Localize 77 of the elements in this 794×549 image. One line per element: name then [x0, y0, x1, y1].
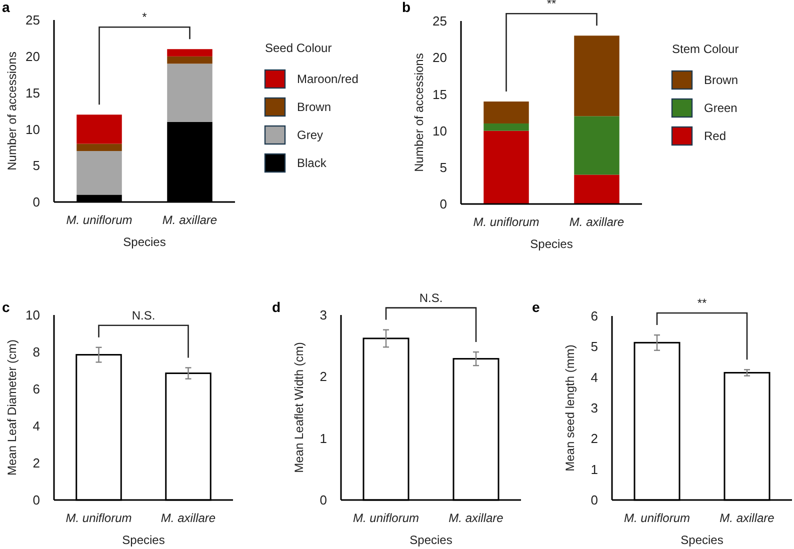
- x-tick-label: M. uniflorum: [352, 511, 420, 525]
- bar: [76, 114, 122, 144]
- y-tick-label: 0: [320, 492, 327, 508]
- chart-title: b: [402, 0, 411, 15]
- legend-label: Grey: [297, 128, 324, 142]
- x-tick-label: M. uniflorum: [66, 213, 132, 227]
- y-axis-title: Number of accessions: [5, 52, 19, 170]
- y-tick-label: 0: [32, 492, 40, 508]
- x-tick-label: M. axillare: [720, 511, 775, 525]
- y-tick-label: 25: [432, 14, 447, 29]
- text: N.S.: [419, 290, 443, 305]
- legend-label: Brown: [704, 73, 738, 88]
- annotation: N.S.: [132, 308, 156, 322]
- bar: [574, 116, 620, 175]
- y-tick-label: 20: [432, 50, 447, 66]
- y-tick-label: 5: [32, 158, 40, 174]
- x-axis-title: Species: [410, 533, 452, 547]
- x-tick-label: M. uniflorum: [624, 511, 690, 525]
- y-axis-title: Mean seed length (mm): [563, 344, 577, 472]
- bar: [167, 49, 212, 56]
- annotation: *: [142, 10, 148, 24]
- y-tick-label: 0: [440, 196, 447, 212]
- bar: [167, 56, 212, 64]
- y-tick-label: 15: [432, 86, 447, 102]
- legend-label: Red: [704, 129, 726, 144]
- y-tick-label: 0: [32, 194, 40, 210]
- chart-title: c: [2, 299, 10, 315]
- chart-title: d: [272, 299, 281, 315]
- x-axis-title: Species: [122, 533, 165, 547]
- bar: [76, 144, 122, 152]
- y-tick-label: 5: [440, 160, 447, 175]
- y-tick-label: 20: [26, 48, 40, 64]
- y-tick-label: 6: [32, 382, 40, 397]
- y-tick-label: 2: [320, 369, 327, 384]
- x-tick-label: M. uniflorum: [66, 511, 132, 525]
- x-tick-label: M. axillare: [162, 213, 218, 227]
- legend-label: Black: [297, 156, 328, 170]
- y-tick-label: 6: [590, 308, 598, 324]
- y-tick-label: 3: [590, 400, 598, 416]
- bar: [484, 130, 529, 204]
- chart-title: a: [2, 0, 10, 15]
- y-tick-label: 2: [32, 456, 40, 471]
- bar: [76, 151, 122, 195]
- y-tick-label: 15: [26, 85, 40, 100]
- y-axis-title: Mean Leaflet Width (cm): [292, 342, 306, 473]
- y-tick-label: 1: [590, 462, 598, 477]
- x-tick-label: M. axillare: [448, 511, 504, 525]
- legend-title: Seed Colour: [265, 41, 332, 55]
- y-axis-title: Mean Leaf Diameter (cm): [5, 339, 19, 476]
- legend-label: Green: [704, 101, 738, 116]
- x-tick-label: M. axillare: [160, 511, 216, 525]
- bar: [484, 102, 529, 124]
- y-tick-label: 3: [320, 308, 327, 323]
- y-tick-label: 4: [590, 370, 598, 385]
- y-tick-label: 0: [590, 492, 598, 508]
- text: **: [697, 296, 707, 310]
- y-tick-label: 5: [590, 339, 598, 354]
- legend-label: Maroon/red: [297, 72, 358, 86]
- y-tick-label: 10: [26, 308, 40, 323]
- y-axis-title: Number of accessions: [412, 53, 426, 172]
- x-axis-title: Species: [123, 235, 166, 249]
- x-axis-title: Species: [530, 237, 573, 251]
- y-tick-label: 10: [26, 122, 40, 137]
- legend-label: Brown: [297, 100, 332, 114]
- y-tick-label: 2: [590, 431, 598, 446]
- x-tick-label: M. uniflorum: [473, 215, 540, 229]
- y-tick-label: 4: [32, 418, 40, 434]
- y-tick-label: 1: [320, 430, 327, 446]
- x-axis-title: Species: [680, 533, 724, 547]
- y-tick-label: 10: [432, 123, 447, 138]
- bar: [574, 174, 620, 204]
- chart-title: e: [532, 299, 540, 315]
- y-tick-label: 8: [32, 344, 40, 360]
- x-tick-label: M. axillare: [569, 215, 624, 229]
- y-tick-label: 25: [26, 12, 40, 28]
- legend-title: Stem Colour: [672, 42, 739, 56]
- bar: [484, 123, 529, 131]
